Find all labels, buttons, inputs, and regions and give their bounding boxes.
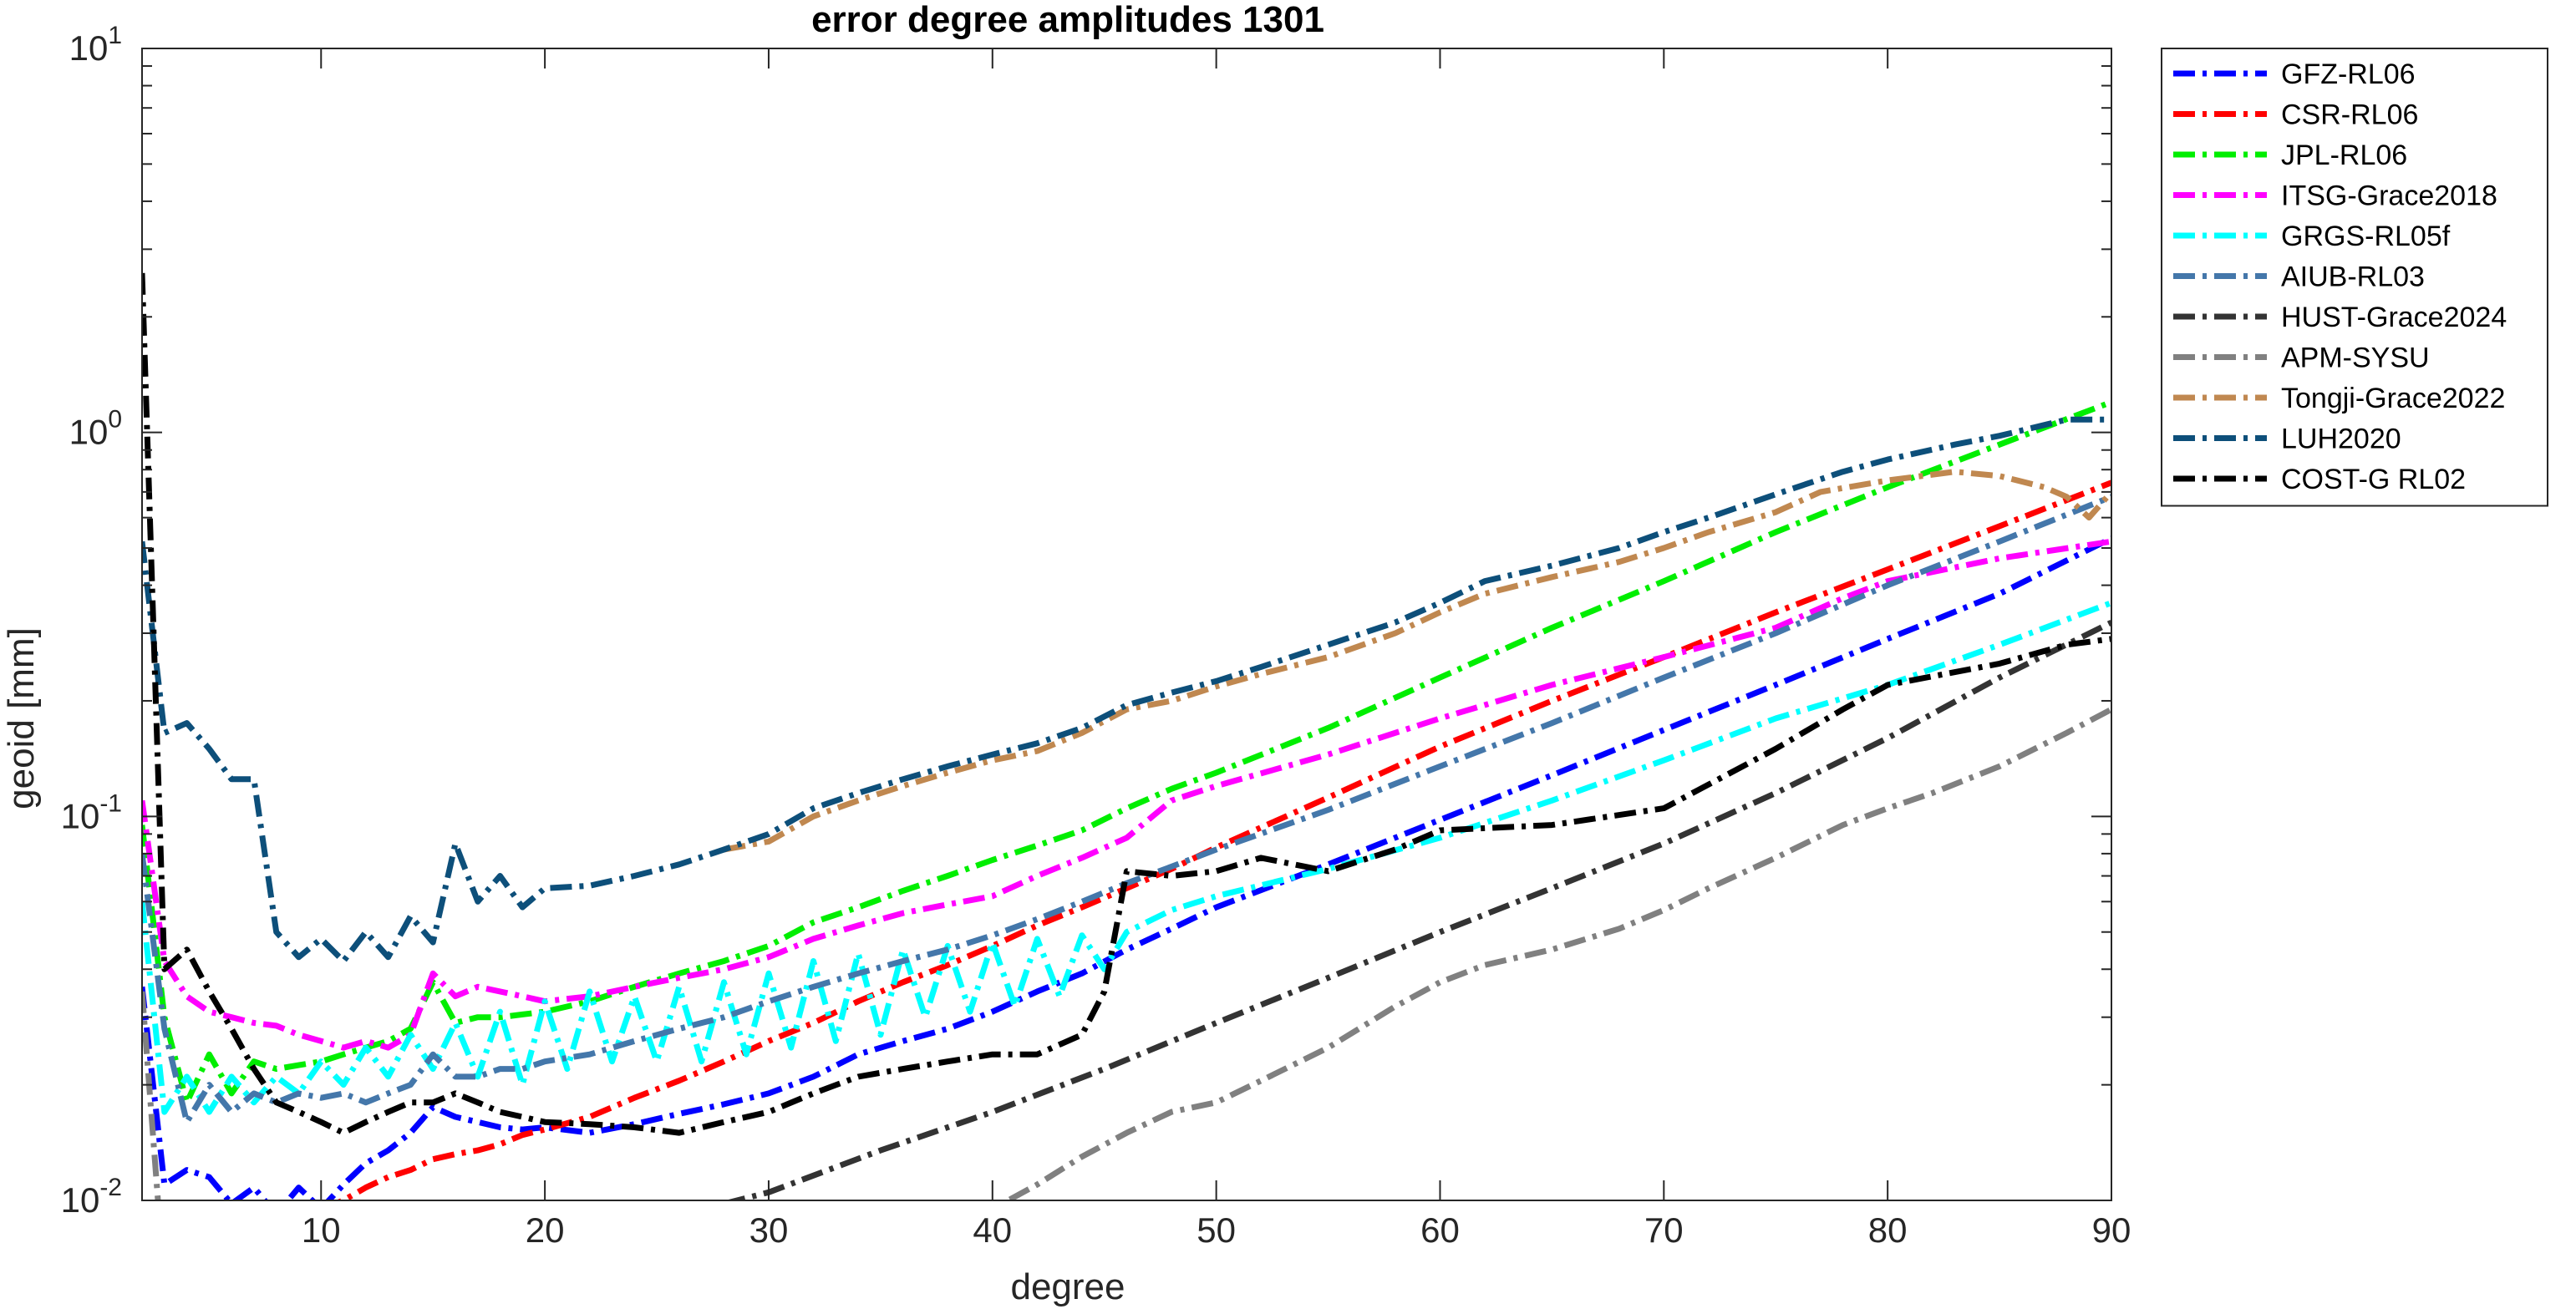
legend-entry-label: ITSG-Grace2018: [2281, 180, 2497, 212]
series-line-gfz-rl06: [142, 535, 2111, 1200]
series-line-hust-grace2024: [724, 619, 2111, 1200]
y-axis-title: geoid [mm]: [1, 627, 42, 809]
legend-entry-label: HUST-Grace2024: [2281, 302, 2507, 333]
x-tick-label: 20: [526, 1210, 565, 1250]
x-tick-label: 60: [1420, 1210, 1460, 1250]
x-tick-label: 40: [973, 1210, 1012, 1250]
chart-title: error degree amplitudes 1301: [811, 0, 1324, 40]
legend-entry-label: GRGS-RL05f: [2281, 221, 2451, 252]
x-tick-label: 70: [1644, 1210, 1684, 1250]
series-line-apm-sysu: [142, 707, 2111, 1200]
legend-entry-label: JPL-RL06: [2281, 140, 2407, 171]
x-tick-label: 10: [302, 1210, 341, 1250]
x-tick-label: 80: [1868, 1210, 1908, 1250]
legend-entry-label: AIUB-RL03: [2281, 261, 2425, 293]
x-tick-label: 90: [2092, 1210, 2131, 1250]
series-line-csr-rl06: [335, 479, 2111, 1200]
legend-entry-label: APM-SYSU: [2281, 342, 2430, 374]
legend-entry-label: LUH2020: [2281, 424, 2401, 455]
legend-entry-label: GFZ-RL06: [2281, 58, 2416, 90]
y-tick-label: 101: [69, 22, 122, 68]
series-line-itsg-grace2018: [142, 538, 2111, 1051]
series-line-cost-g-rl02: [142, 272, 2111, 1136]
y-tick-label: 100: [69, 406, 122, 452]
series-line-aiub-rl03: [142, 494, 2111, 1125]
series-line-jpl-rl06: [142, 399, 2111, 1106]
legend-entry-label: COST-G RL02: [2281, 464, 2466, 495]
series-line-tongji-grace2022: [723, 469, 2111, 853]
legend-entry-label: CSR-RL06: [2281, 99, 2418, 131]
y-tick-label: 10-1: [61, 789, 122, 835]
series-line-grgs-rl05f: [142, 600, 2111, 1115]
axes-layer: 10 20 30 40 50 60 70 80 90 10-2 10-1 100 101: [61, 22, 2131, 1250]
x-tick-label: 30: [749, 1210, 789, 1250]
x-axis-title: degree: [1010, 1266, 1125, 1307]
x-tick-label: 50: [1197, 1210, 1236, 1250]
series-line-luh2020: [142, 416, 2111, 964]
y-tick-label: 10-2: [61, 1174, 122, 1220]
legend-entry-label: Tongji-Grace2022: [2281, 383, 2505, 414]
series-layer: [142, 272, 2111, 1200]
plot-area-frame: [141, 48, 2112, 1201]
legend: GFZ-RL06 CSR-RL06 JPL-RL06 ITSG-Grace2018 GR…: [2161, 48, 2548, 507]
